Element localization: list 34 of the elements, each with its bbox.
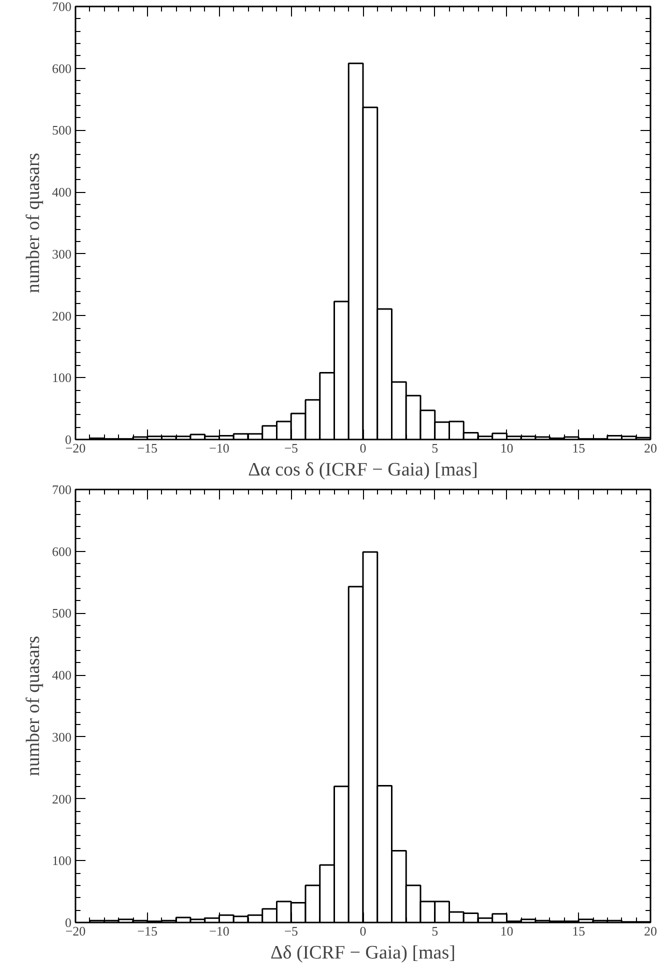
x-tick-label: 5 [432,440,438,456]
x-tick-label: 15 [572,924,586,938]
y-tick-label: 200 [52,791,72,806]
y-tick-label: 700 [52,482,72,497]
y-tick-label: 200 [52,308,72,324]
y-tick-label: 600 [52,544,72,559]
y-tick-label: 700 [52,0,72,14]
x-axis-title: Δδ (ICRF − Gaia) [mas] [270,942,456,964]
x-tick-label: −5 [284,440,298,456]
y-tick-label: 500 [52,606,72,621]
y-tick-label: 100 [52,370,72,386]
y-tick-label: 500 [52,122,72,138]
y-tick-label: 300 [52,729,72,744]
x-tick-label: 10 [500,440,514,456]
y-axis-title: number of quasars [23,152,44,294]
x-tick-label: 15 [572,440,586,456]
x-tick-label: −15 [137,440,158,456]
x-tick-label: −10 [209,440,230,456]
x-tick-label: −15 [137,924,158,938]
x-tick-label: −5 [284,924,298,938]
x-tick-label: 5 [432,924,438,938]
x-tick-label: 10 [500,924,514,938]
x-tick-label: 20 [644,440,657,456]
y-tick-label: 600 [52,60,72,76]
y-axis-title: number of quasars [23,636,44,776]
x-tick-label: 0 [360,440,366,456]
x-tick-label: 0 [360,924,366,938]
x-tick-label: 20 [644,924,657,938]
y-tick-label: 300 [52,246,72,262]
x-tick-label: −10 [209,924,230,938]
y-tick-label: 100 [52,853,72,868]
y-tick-label: 400 [52,668,72,683]
x-axis-title: Δα cos δ (ICRF − Gaia) [mas] [248,460,478,480]
y-tick-label: 400 [52,184,72,200]
